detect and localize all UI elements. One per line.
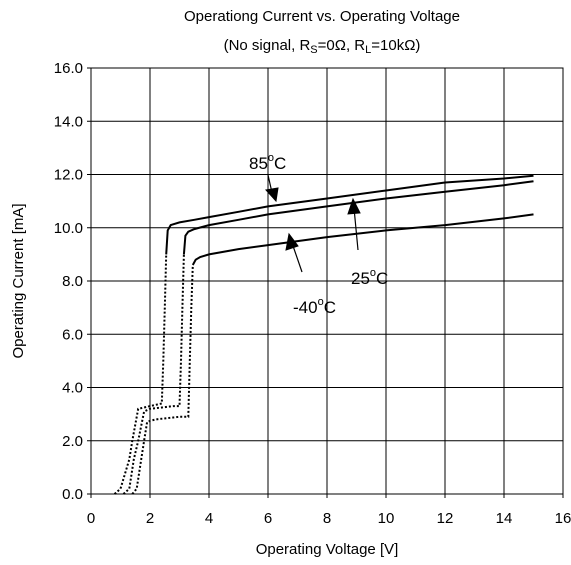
chart-subtitle: (No signal, RS=0Ω, RL=10kΩ): [224, 37, 421, 56]
x-tick-label: 10: [378, 510, 395, 527]
series-lines: [113, 174, 534, 495]
label-minus40c-value: -40: [293, 298, 318, 317]
series-25c: [122, 180, 534, 495]
tick-labels: 0.0 2.0 4.0 6.0 8.0 10.0 12.0 14.0 16.0 0 2 4 6 8 10 12…: [54, 60, 571, 527]
series-line-rise: [122, 254, 185, 495]
label-25c-value: 25: [351, 269, 370, 288]
y-tick-label: 10.0: [54, 220, 83, 237]
x-tick-label: 16: [555, 510, 571, 527]
series-line-rise: [113, 254, 168, 495]
x-tick-label: 8: [323, 510, 331, 527]
x-tick-label: 2: [146, 510, 154, 527]
arrow-85c: [265, 174, 279, 203]
plot-area: [90, 67, 564, 495]
arrow-25c: [347, 197, 361, 251]
x-tick-label: 4: [205, 510, 213, 527]
chart-title: Operationg Current vs. Operating Voltage: [184, 8, 460, 25]
annotation-arrows: [265, 174, 361, 273]
label-85c-unit: C: [274, 154, 286, 173]
y-tick-label: 0.0: [62, 486, 83, 503]
subtitle-part-1: (No signal, R: [224, 37, 311, 54]
subtitle-part-2: =0Ω, R: [318, 37, 366, 54]
y-tick-label: 6.0: [62, 326, 83, 343]
series-85c: [113, 174, 534, 495]
y-axis-label: Operating Current [mA]: [10, 203, 27, 358]
grid: [87, 67, 564, 498]
label-85c: 85oC: [249, 152, 286, 173]
x-axis-label: Operating Voltage [V]: [256, 541, 399, 558]
series-minus40c: [131, 213, 534, 495]
y-tick-label: 8.0: [62, 273, 83, 290]
series-line-rise: [131, 264, 194, 495]
label-25c-degree: o: [370, 267, 376, 279]
series-line-operating: [182, 180, 534, 255]
series-line-operating: [191, 213, 534, 266]
label-85c-value: 85: [249, 154, 268, 173]
x-tick-label: 14: [496, 510, 513, 527]
y-tick-label: 14.0: [54, 113, 83, 130]
series-line-operating: [165, 174, 534, 255]
label-minus40c-unit: C: [324, 298, 336, 317]
arrow-minus40c: [285, 232, 303, 273]
y-tick-label: 12.0: [54, 167, 83, 184]
x-tick-label: 6: [264, 510, 272, 527]
y-tick-label: 16.0: [54, 60, 83, 77]
y-tick-label: 2.0: [62, 433, 83, 450]
x-tick-label: 0: [87, 510, 95, 527]
y-tick-label: 4.0: [62, 380, 83, 397]
label-minus40c: -40oC: [293, 296, 336, 317]
subtitle-sub-l: L: [365, 44, 371, 56]
subtitle-part-3: =10kΩ): [371, 37, 420, 54]
label-85c-degree: o: [268, 152, 274, 164]
label-minus40c-degree: o: [318, 296, 324, 308]
label-25c: 25oC: [351, 267, 388, 288]
label-25c-unit: C: [376, 269, 388, 288]
x-tick-label: 12: [437, 510, 454, 527]
subtitle-sub-s: S: [310, 44, 317, 56]
